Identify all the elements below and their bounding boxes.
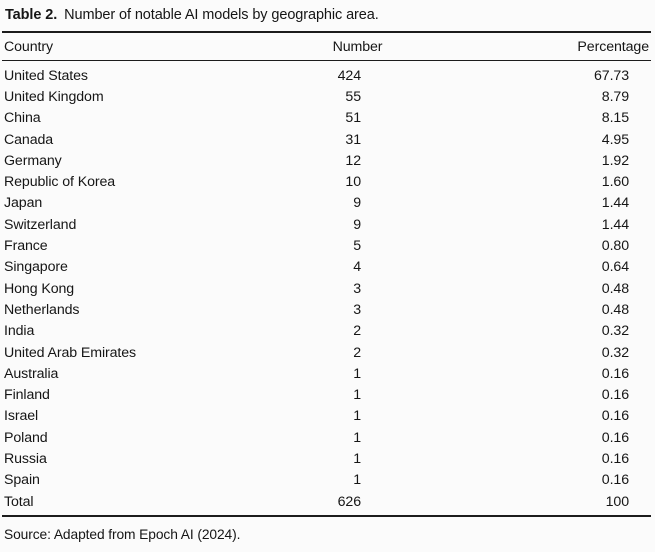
country-cell: Singapore <box>4 259 68 276</box>
percentage-cell: 4.95 <box>601 131 629 148</box>
percentage-cell: 1.92 <box>601 152 629 169</box>
percentage-cell: 0.16 <box>601 472 629 489</box>
percentage-cell: 8.79 <box>601 88 629 105</box>
country-cell: Spain <box>4 472 40 489</box>
table-row: Hong Kong 3 0.48 <box>2 278 651 299</box>
table-row: Republic of Korea 10 1.60 <box>2 171 651 192</box>
number-cell: 2 <box>353 323 361 340</box>
country-cell: United Kingdom <box>4 88 104 105</box>
number-cell: 1 <box>353 408 361 425</box>
percentage-cell: 0.32 <box>601 344 629 361</box>
number-cell: 1 <box>353 450 361 467</box>
table-row: Finland 1 0.16 <box>2 384 651 405</box>
number-cell: 9 <box>353 216 361 233</box>
country-cell: Hong Kong <box>4 280 75 297</box>
table-header: Country Number Percentage <box>2 32 651 61</box>
percentage-cell: 0.80 <box>601 238 629 255</box>
table-row: United Kingdom 55 8.79 <box>2 86 651 107</box>
header-row: Country Number Percentage <box>2 32 651 61</box>
number-cell: 626 <box>337 493 361 510</box>
table-row: France 5 0.80 <box>2 235 651 256</box>
country-cell: Russia <box>4 450 47 467</box>
paper-table-page: Table 2. Number of notable AI models by g… <box>0 7 655 552</box>
percentage-cell: 0.48 <box>601 301 629 318</box>
percentage-cell: 0.16 <box>601 387 629 404</box>
table-row: Canada 31 4.95 <box>2 129 651 150</box>
percentage-cell: 67.73 <box>593 67 629 84</box>
table-row: Singapore 4 0.64 <box>2 257 651 278</box>
table-row: Germany 12 1.92 <box>2 150 651 171</box>
table-caption: Table 2. Number of notable AI models by g… <box>5 7 655 24</box>
percentage-cell: 0.16 <box>601 429 629 446</box>
number-cell: 5 <box>353 238 361 255</box>
source-note: Source: Adapted from Epoch AI (2024). <box>4 527 241 543</box>
country-cell: Netherlands <box>4 301 80 318</box>
number-cell: 10 <box>345 174 361 191</box>
number-cell: 1 <box>353 472 361 489</box>
table-caption-text: Number of notable AI models by geographi… <box>64 7 379 23</box>
table-row: Israel 1 0.16 <box>2 406 651 427</box>
number-cell: 12 <box>345 152 361 169</box>
percentage-cell: 1.44 <box>601 216 629 233</box>
table-row: Total 626 100 <box>2 491 651 516</box>
percentage-cell: 0.16 <box>601 408 629 425</box>
country-cell: Japan <box>4 195 43 212</box>
number-cell: 3 <box>353 280 361 297</box>
country-cell: Switzerland <box>4 216 77 233</box>
percentage-cell: 8.15 <box>601 110 629 127</box>
table-row: Netherlands 3 0.48 <box>2 299 651 320</box>
country-cell: Canada <box>4 131 54 148</box>
table-row: China 51 8.15 <box>2 108 651 129</box>
country-cell: France <box>4 238 48 255</box>
ai-models-by-country-table: Country Number Percentage United States 4… <box>2 31 651 518</box>
table-caption-label: Table 2. <box>5 7 58 23</box>
number-cell: 1 <box>353 429 361 446</box>
country-cell: United Arab Emirates <box>4 344 137 361</box>
percentage-cell: 0.32 <box>601 323 629 340</box>
number-cell: 424 <box>337 67 361 84</box>
number-cell: 2 <box>353 344 361 361</box>
country-cell: Total <box>4 493 34 510</box>
percentage-cell: 100 <box>605 493 629 510</box>
percentage-cell: 1.44 <box>601 195 629 212</box>
column-header-number: Number <box>300 32 415 61</box>
number-cell: 55 <box>345 88 361 105</box>
number-cell: 51 <box>345 110 361 127</box>
percentage-cell: 0.16 <box>601 365 629 382</box>
table-row: Japan 9 1.44 <box>2 193 651 214</box>
country-cell: Poland <box>4 429 48 446</box>
table-row: United States 424 67.73 <box>2 61 651 87</box>
table-row: Switzerland 9 1.44 <box>2 214 651 235</box>
country-cell: United States <box>4 67 88 84</box>
table-row: United Arab Emirates 2 0.32 <box>2 342 651 363</box>
percentage-cell: 0.64 <box>601 259 629 276</box>
table-row: India 2 0.32 <box>2 321 651 342</box>
table-row: Spain 1 0.16 <box>2 470 651 491</box>
number-cell: 1 <box>353 387 361 404</box>
number-cell: 31 <box>345 131 361 148</box>
table-row: Poland 1 0.16 <box>2 427 651 448</box>
number-cell: 9 <box>353 195 361 212</box>
country-cell: India <box>4 323 35 340</box>
percentage-cell: 0.48 <box>601 280 629 297</box>
number-cell: 4 <box>353 259 361 276</box>
country-cell: Finland <box>4 387 50 404</box>
table-row: Russia 1 0.16 <box>2 448 651 469</box>
country-cell: Republic of Korea <box>4 174 116 191</box>
country-cell: China <box>4 110 41 127</box>
country-cell: Israel <box>4 408 39 425</box>
number-cell: 3 <box>353 301 361 318</box>
country-cell: Australia <box>4 365 59 382</box>
column-header-percentage: Percentage <box>415 32 651 61</box>
percentage-cell: 0.16 <box>601 450 629 467</box>
percentage-cell: 1.60 <box>601 174 629 191</box>
country-cell: Germany <box>4 152 62 169</box>
table-body: United States 424 67.73 United Kingdom 55 8.7… <box>2 61 651 517</box>
column-header-country: Country <box>2 32 300 61</box>
number-cell: 1 <box>353 365 361 382</box>
table-row: Australia 1 0.16 <box>2 363 651 384</box>
